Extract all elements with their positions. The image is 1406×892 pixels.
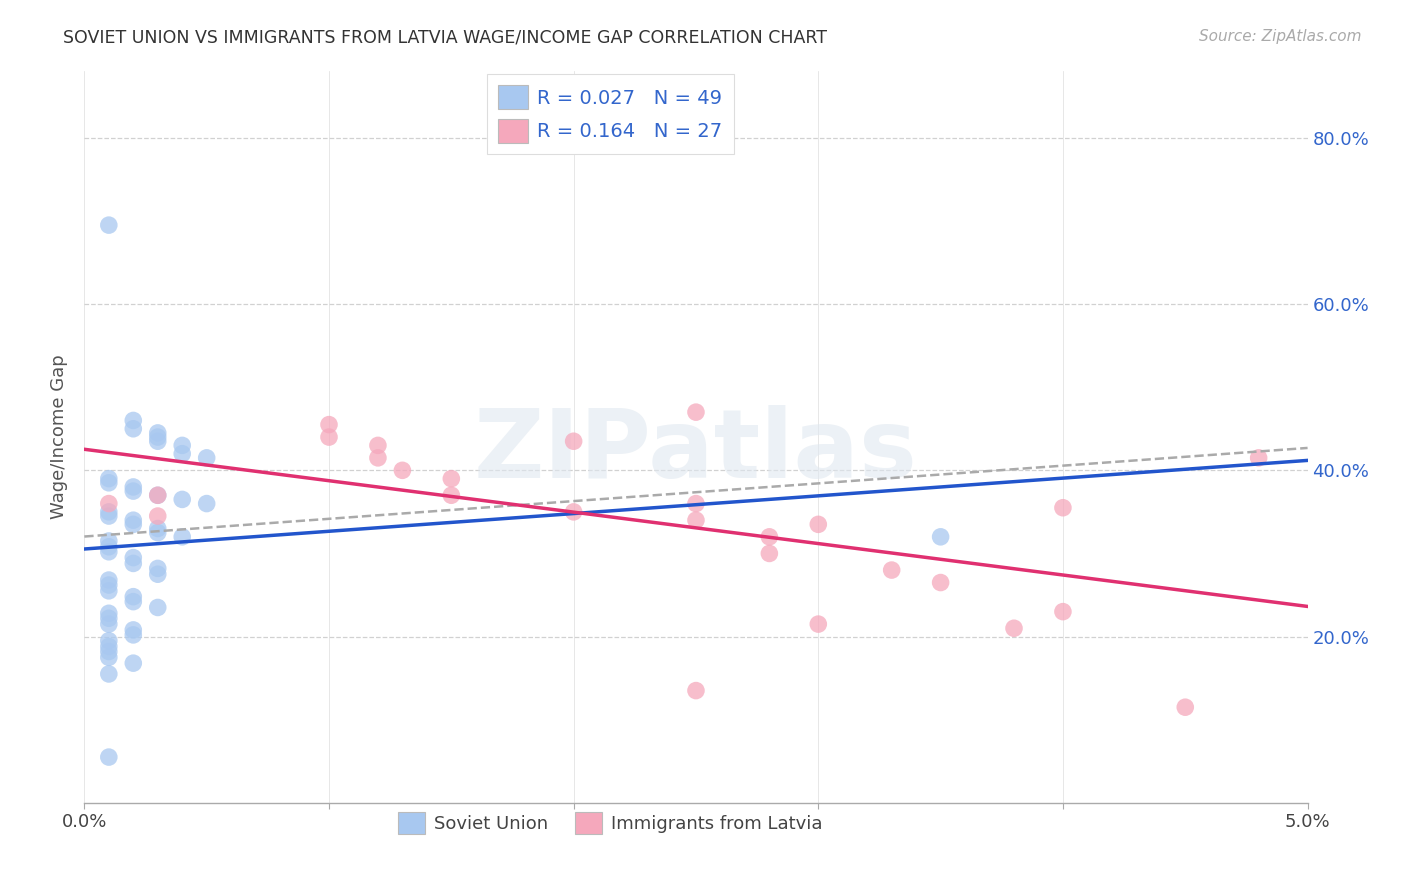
Point — [122, 484, 145, 499]
Point — [122, 557, 145, 571]
Point — [122, 517, 145, 532]
Point — [97, 667, 120, 681]
Point — [146, 425, 169, 440]
Point — [122, 656, 145, 670]
Point — [122, 550, 145, 565]
Point — [172, 447, 194, 461]
Point — [685, 513, 707, 527]
Point — [1174, 700, 1197, 714]
Point — [807, 517, 830, 532]
Point — [97, 505, 120, 519]
Point — [97, 540, 120, 554]
Point — [97, 611, 120, 625]
Point — [146, 488, 169, 502]
Point — [97, 650, 120, 665]
Point — [146, 600, 169, 615]
Point — [880, 563, 903, 577]
Point — [97, 750, 120, 764]
Text: SOVIET UNION VS IMMIGRANTS FROM LATVIA WAGE/INCOME GAP CORRELATION CHART: SOVIET UNION VS IMMIGRANTS FROM LATVIA W… — [63, 29, 827, 46]
Point — [172, 530, 194, 544]
Point — [97, 472, 120, 486]
Point — [97, 617, 120, 632]
Point — [122, 480, 145, 494]
Point — [1002, 621, 1025, 635]
Point — [97, 509, 120, 524]
Point — [758, 546, 780, 560]
Point — [146, 488, 169, 502]
Point — [97, 545, 120, 559]
Point — [440, 488, 463, 502]
Point — [146, 509, 169, 524]
Point — [685, 683, 707, 698]
Point — [929, 575, 952, 590]
Point — [562, 434, 585, 449]
Text: ZIPatlas: ZIPatlas — [474, 405, 918, 499]
Point — [1052, 605, 1074, 619]
Point — [122, 623, 145, 637]
Point — [97, 475, 120, 490]
Point — [146, 521, 169, 535]
Text: Source: ZipAtlas.com: Source: ZipAtlas.com — [1198, 29, 1361, 44]
Y-axis label: Wage/Income Gap: Wage/Income Gap — [51, 355, 69, 519]
Point — [929, 530, 952, 544]
Point — [807, 617, 830, 632]
Point — [122, 594, 145, 608]
Point — [122, 590, 145, 604]
Point — [1052, 500, 1074, 515]
Point — [146, 567, 169, 582]
Point — [97, 497, 120, 511]
Point — [562, 505, 585, 519]
Point — [440, 472, 463, 486]
Point — [122, 513, 145, 527]
Point — [97, 573, 120, 587]
Point — [367, 438, 389, 452]
Point — [97, 578, 120, 592]
Legend: Soviet Union, Immigrants from Latvia: Soviet Union, Immigrants from Latvia — [391, 805, 830, 841]
Point — [97, 640, 120, 654]
Point — [367, 450, 389, 465]
Point — [146, 430, 169, 444]
Point — [122, 628, 145, 642]
Point — [318, 430, 340, 444]
Point — [122, 413, 145, 427]
Point — [122, 422, 145, 436]
Point — [685, 497, 707, 511]
Point — [318, 417, 340, 432]
Point — [758, 530, 780, 544]
Point — [97, 607, 120, 621]
Point — [97, 583, 120, 598]
Point — [195, 497, 218, 511]
Point — [172, 492, 194, 507]
Point — [195, 450, 218, 465]
Point — [97, 533, 120, 548]
Point — [146, 561, 169, 575]
Point — [97, 633, 120, 648]
Point — [97, 644, 120, 658]
Point — [146, 434, 169, 449]
Point — [146, 525, 169, 540]
Point — [172, 438, 194, 452]
Point — [97, 218, 120, 232]
Point — [1247, 450, 1270, 465]
Point — [685, 405, 707, 419]
Point — [391, 463, 413, 477]
